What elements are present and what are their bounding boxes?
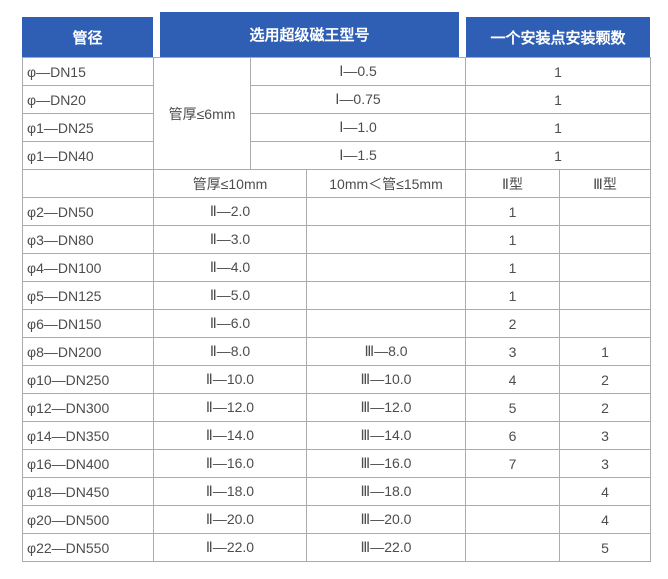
cell-model3 — [307, 254, 466, 282]
cell-subheader-type3: Ⅲ型 — [560, 170, 651, 198]
cell-pipe: φ5—DN125 — [23, 282, 154, 310]
cell-count2: 2 — [466, 310, 560, 338]
cell-model2: Ⅱ—16.0 — [154, 450, 307, 478]
cell-count: 1 — [466, 142, 651, 170]
cell-model2: Ⅱ—2.0 — [154, 198, 307, 226]
cell-model3: Ⅲ—18.0 — [307, 478, 466, 506]
cell-count3: 1 — [560, 338, 651, 366]
cell-model3: Ⅲ—10.0 — [307, 366, 466, 394]
cell-model2: Ⅱ—8.0 — [154, 338, 307, 366]
cell-pipe: φ22—DN550 — [23, 534, 154, 562]
cell-pipe: φ14—DN350 — [23, 422, 154, 450]
cell-model2: Ⅱ—22.0 — [154, 534, 307, 562]
cell-count2: 6 — [466, 422, 560, 450]
cell-count3 — [560, 310, 651, 338]
cell-model2: Ⅱ—4.0 — [154, 254, 307, 282]
cell-model: Ⅰ—1.0 — [251, 114, 466, 142]
cell-count2: 5 — [466, 394, 560, 422]
cell-count3 — [560, 226, 651, 254]
cell-model: Ⅰ—0.75 — [251, 86, 466, 114]
cell-count2: 3 — [466, 338, 560, 366]
cell-count3: 3 — [560, 422, 651, 450]
cell-subheader-mid: 10mm＜管≤15mm — [307, 170, 466, 198]
table-body: 管厚≤6mm φ—DN15 Ⅰ—0.5 1 φ—DN20 Ⅰ—0.75 1 φ1—DN25 Ⅰ—… — [22, 57, 651, 562]
cell-pipe: φ8—DN200 — [23, 338, 154, 366]
cell-model3 — [307, 198, 466, 226]
cell-count3: 2 — [560, 394, 651, 422]
cell-count2 — [466, 506, 560, 534]
cell-model3: Ⅲ—20.0 — [307, 506, 466, 534]
cell-count3 — [560, 198, 651, 226]
cell-model2: Ⅱ—18.0 — [154, 478, 307, 506]
cell-count3: 4 — [560, 478, 651, 506]
cell-pipe: φ3—DN80 — [23, 226, 154, 254]
cell-model2: Ⅱ—6.0 — [154, 310, 307, 338]
cell-pipe: φ12—DN300 — [23, 394, 154, 422]
cell-pipe: φ10—DN250 — [23, 366, 154, 394]
cell-model3 — [307, 226, 466, 254]
cell-pipe: φ4—DN100 — [23, 254, 154, 282]
cell-model: Ⅰ—0.5 — [251, 58, 466, 86]
cell-count3: 5 — [560, 534, 651, 562]
cell-subheader-blank — [23, 170, 154, 198]
cell-model2: Ⅱ—20.0 — [154, 506, 307, 534]
cell-count3 — [560, 282, 651, 310]
cell-model2: Ⅱ—14.0 — [154, 422, 307, 450]
cell-count3: 4 — [560, 506, 651, 534]
header-magnet-model: 选用超级磁王型号 — [160, 12, 459, 57]
cell-count3 — [560, 254, 651, 282]
cell-subheader-type2: Ⅱ型 — [466, 170, 560, 198]
cell-count2: 4 — [466, 366, 560, 394]
cell-model3: Ⅲ—12.0 — [307, 394, 466, 422]
cell-subheader-thin: 管厚≤10mm — [154, 170, 307, 198]
cell-count: 1 — [466, 86, 651, 114]
cell-count2: 1 — [466, 282, 560, 310]
cell-model2: Ⅱ—3.0 — [154, 226, 307, 254]
cell-model3 — [307, 310, 466, 338]
cell-pipe: φ2—DN50 — [23, 198, 154, 226]
cell-count3: 3 — [560, 450, 651, 478]
cell-count2 — [466, 478, 560, 506]
cell-count: 1 — [466, 58, 651, 86]
cell-pipe: φ—DN15 — [23, 58, 154, 86]
cell-pipe: φ1—DN40 — [23, 142, 154, 170]
cell-model3: Ⅲ—8.0 — [307, 338, 466, 366]
cell-pipe: φ20—DN500 — [23, 506, 154, 534]
table-header-row: 管径 选用超级磁王型号 一个安装点安装颗数 — [22, 12, 650, 57]
cell-count: 1 — [466, 114, 651, 142]
cell-pipe: φ16—DN400 — [23, 450, 154, 478]
cell-model3: Ⅲ—14.0 — [307, 422, 466, 450]
cell-model3: Ⅲ—16.0 — [307, 450, 466, 478]
cell-model2: Ⅱ—5.0 — [154, 282, 307, 310]
cell-model: Ⅰ—1.5 — [251, 142, 466, 170]
cell-count2: 7 — [466, 450, 560, 478]
cell-count3: 2 — [560, 366, 651, 394]
header-install-count: 一个安装点安装颗数 — [466, 17, 650, 57]
cell-pipe: φ—DN20 — [23, 86, 154, 114]
cell-thickness-6mm: 管厚≤6mm — [154, 58, 251, 170]
cell-pipe: φ6—DN150 — [23, 310, 154, 338]
cell-pipe: φ1—DN25 — [23, 114, 154, 142]
cell-model2: Ⅱ—12.0 — [154, 394, 307, 422]
cell-count2: 1 — [466, 226, 560, 254]
header-pipe-diameter: 管径 — [22, 17, 153, 57]
cell-count2: 1 — [466, 254, 560, 282]
cell-pipe: φ18—DN450 — [23, 478, 154, 506]
cell-model3 — [307, 282, 466, 310]
cell-model3: Ⅲ—22.0 — [307, 534, 466, 562]
cell-count2 — [466, 534, 560, 562]
cell-model2: Ⅱ—10.0 — [154, 366, 307, 394]
cell-count2: 1 — [466, 198, 560, 226]
